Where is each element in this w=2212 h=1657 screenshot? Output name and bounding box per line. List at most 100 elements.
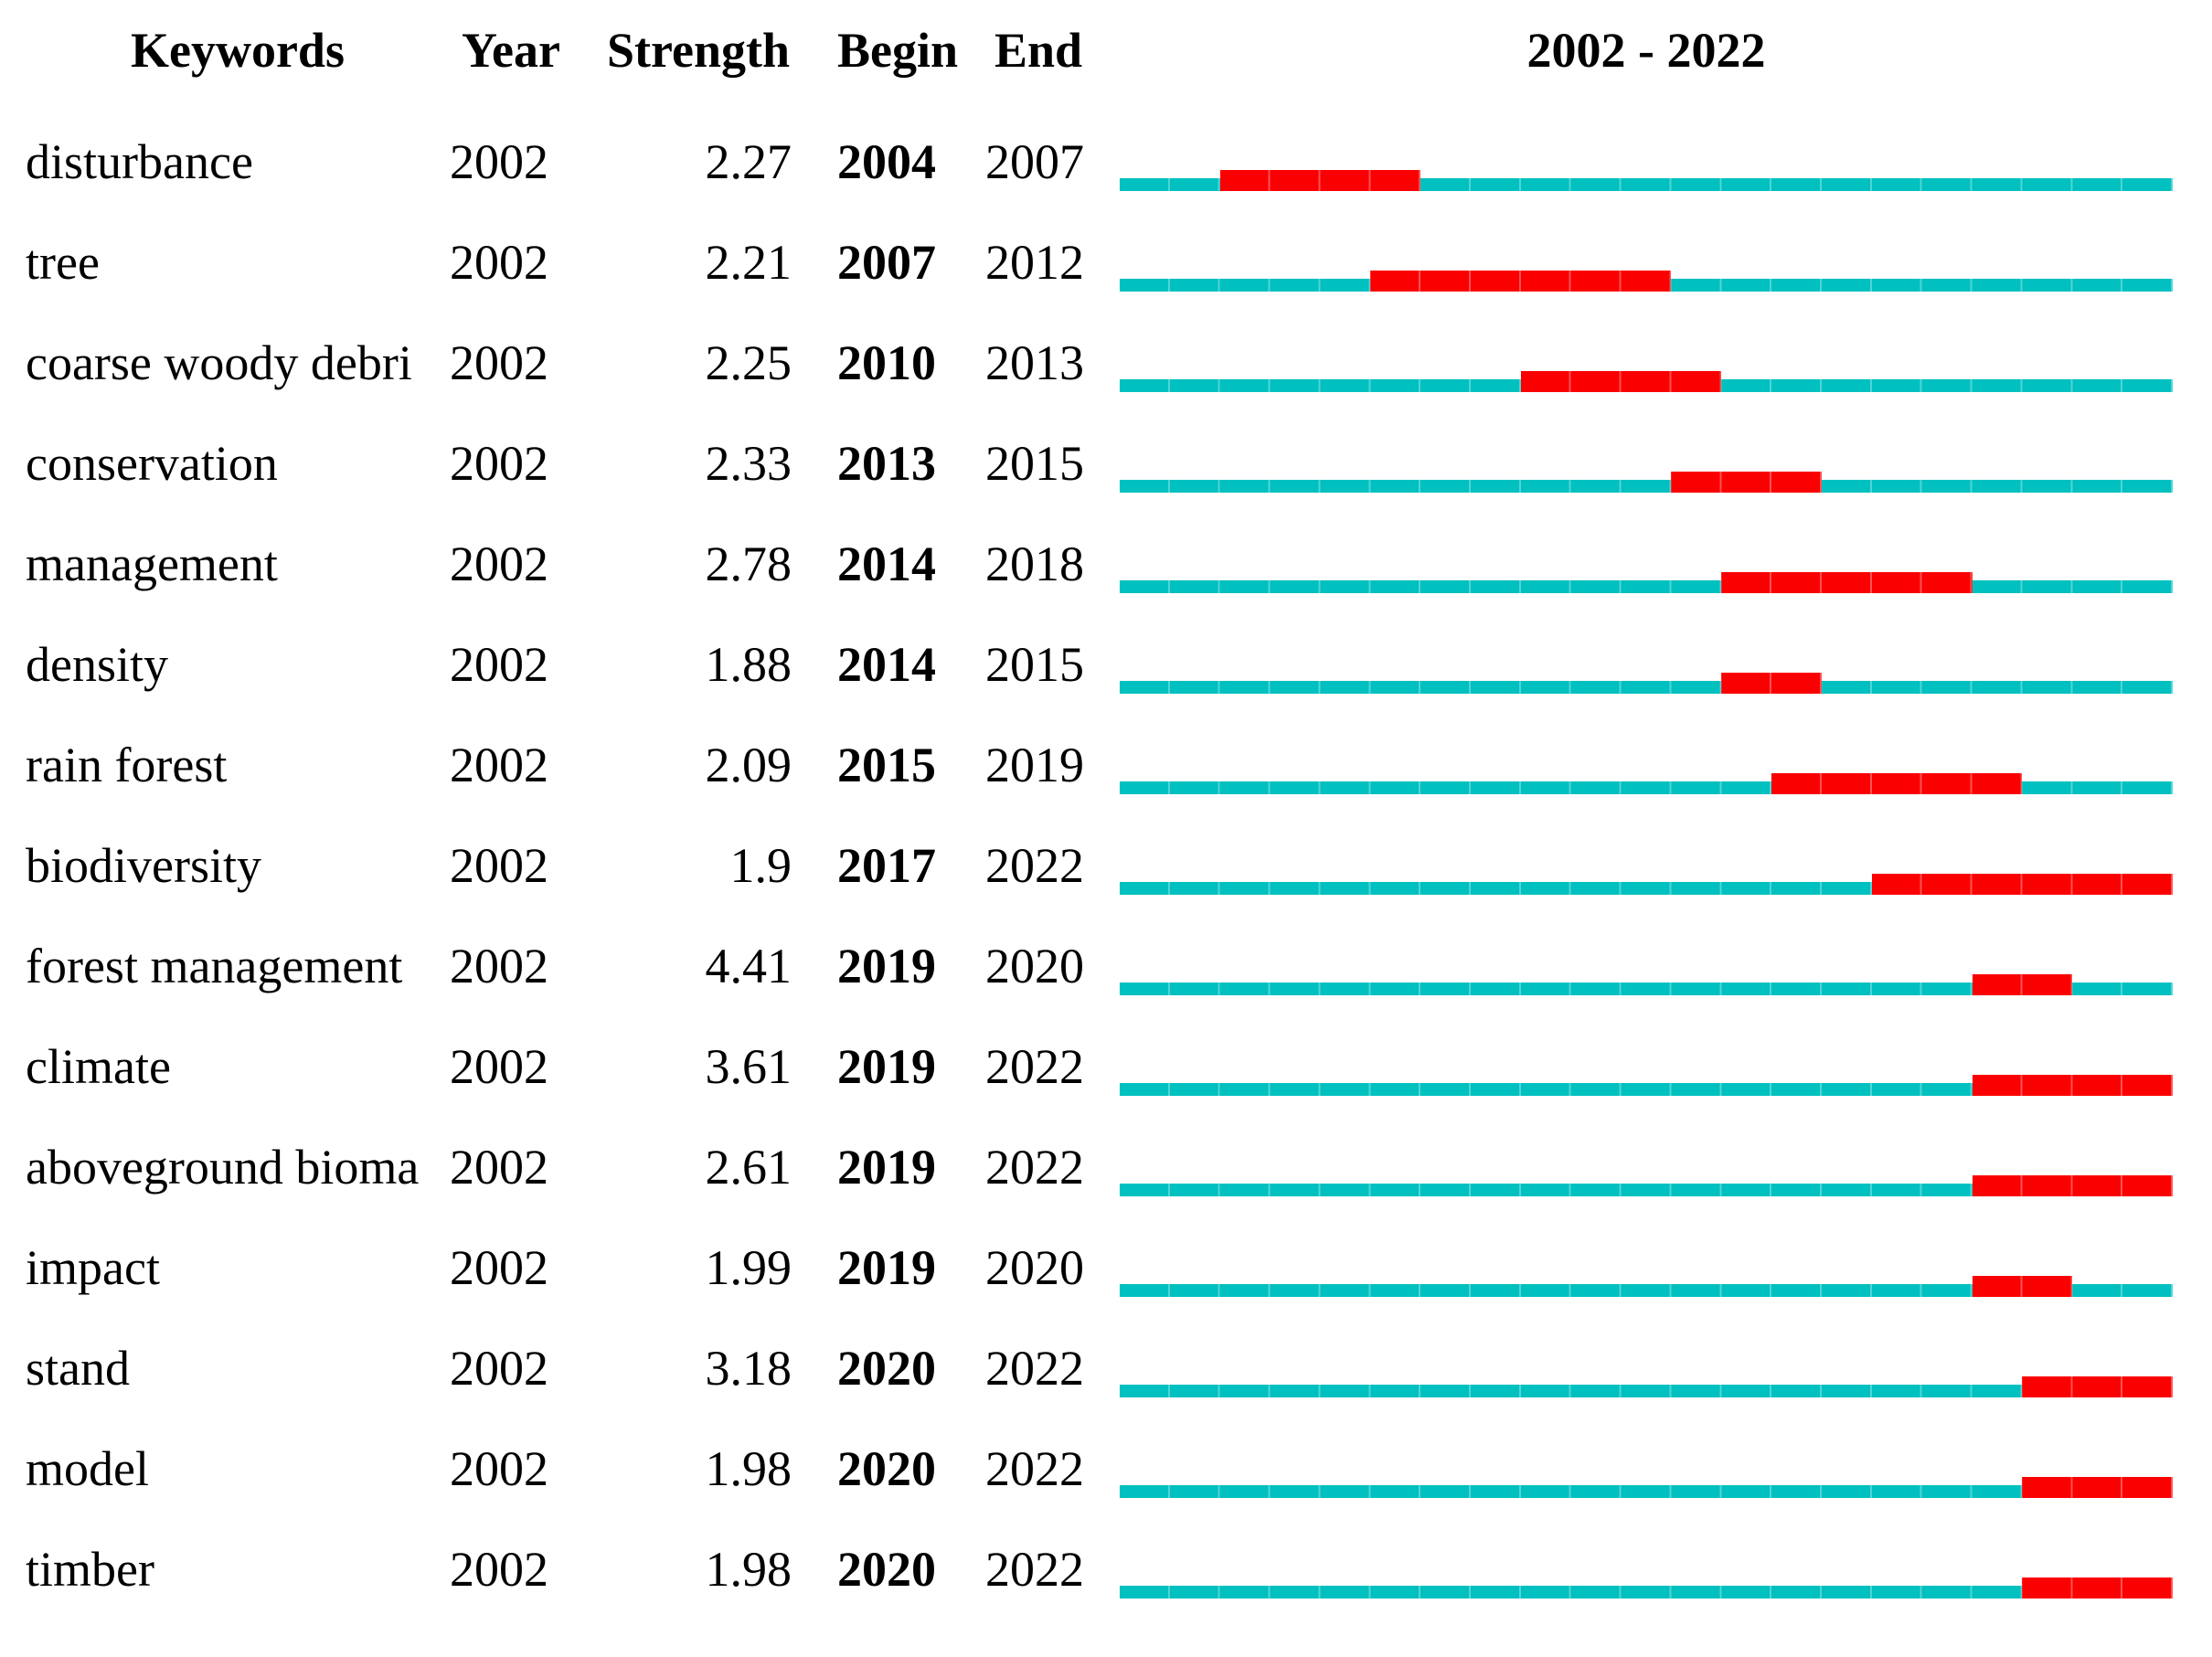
table-row: timber 2002 1.98 2020 2022 (0, 1519, 2212, 1620)
timeline-track (1120, 1577, 2173, 1599)
timeline-track (1120, 1376, 2173, 1398)
year-cell: 2002 (450, 1140, 548, 1195)
col-header-keywords: Keywords (131, 23, 345, 78)
timeline-cell (1091, 1339, 2212, 1398)
timeline-track (1120, 973, 2173, 996)
year-cell: 2002 (450, 1341, 548, 1396)
end-cell: 2022 (985, 1441, 1084, 1496)
year-cell: 2002 (450, 536, 548, 591)
table-row: forest management 2002 4.41 2019 2020 (0, 916, 2212, 1016)
table-row: rain forest 2002 2.09 2015 2019 (0, 715, 2212, 815)
begin-cell: 2014 (837, 536, 936, 591)
begin-cell: 2013 (837, 436, 936, 491)
year-cell: 2002 (450, 1542, 548, 1597)
burst-bar (1671, 471, 1822, 493)
begin-cell: 2019 (837, 1240, 936, 1295)
timeline-track (1120, 1275, 2173, 1298)
timeline-track (1120, 1074, 2173, 1097)
burst-bar (2022, 1577, 2173, 1599)
end-cell: 2020 (985, 939, 1084, 993)
keyword-cell: conservation (26, 436, 278, 491)
begin-cell: 2019 (837, 1140, 936, 1195)
strength-cell: 2.78 (705, 536, 792, 591)
timeline-track (1120, 1174, 2173, 1197)
timeline-cell (1091, 1238, 2212, 1298)
col-header-period: 2002 - 2022 (1526, 23, 1766, 78)
col-header-year: Year (462, 23, 560, 78)
keyword-cell: density (26, 637, 168, 692)
timeline-base-bar (1120, 1183, 2173, 1196)
keyword-cell: tree (26, 235, 100, 290)
timeline-cell (1091, 635, 2212, 695)
table-row: climate 2002 3.61 2019 2022 (0, 1016, 2212, 1117)
burst-bar (1520, 370, 1722, 392)
timeline-cell (1091, 334, 2212, 393)
keyword-cell: rain forest (26, 738, 228, 792)
col-header-end: End (994, 23, 1083, 78)
timeline-track (1120, 772, 2173, 795)
table-row: coarse woody debri 2002 2.25 2010 2013 (0, 313, 2212, 413)
strength-cell: 2.33 (705, 436, 792, 491)
begin-cell: 2010 (837, 335, 936, 390)
timeline-cell (1091, 937, 2212, 996)
table-header: Keywords Year Strength Begin End 2002 - … (0, 16, 2212, 84)
col-header-strength: Strength (606, 23, 791, 78)
begin-cell: 2020 (837, 1441, 936, 1496)
timeline-track (1120, 169, 2173, 192)
strength-cell: 2.21 (705, 235, 792, 290)
timeline-base-bar (1120, 1585, 2173, 1599)
begin-cell: 2015 (837, 738, 936, 792)
end-cell: 2022 (985, 1039, 1084, 1094)
table-row: disturbance 2002 2.27 2004 2007 (0, 112, 2212, 212)
burst-bar (1972, 1174, 2173, 1196)
strength-cell: 1.98 (705, 1542, 792, 1597)
timeline-cell (1091, 535, 2212, 594)
keyword-cell: impact (26, 1240, 160, 1295)
timeline-cell (1091, 1439, 2212, 1499)
timeline-track (1120, 1476, 2173, 1499)
table-row: density 2002 1.88 2014 2015 (0, 614, 2212, 715)
keyword-cell: management (26, 536, 278, 591)
begin-cell: 2019 (837, 939, 936, 993)
table-row: impact 2002 1.99 2019 2020 (0, 1217, 2212, 1318)
year-cell: 2002 (450, 1039, 548, 1094)
table-row: aboveground bioma 2002 2.61 2019 2022 (0, 1117, 2212, 1217)
begin-cell: 2004 (837, 134, 936, 189)
keyword-cell: stand (26, 1341, 130, 1396)
timeline-cell (1091, 836, 2212, 896)
keyword-cell: disturbance (26, 134, 253, 189)
timeline-track (1120, 370, 2173, 393)
end-cell: 2013 (985, 335, 1084, 390)
burst-bar (2022, 1476, 2173, 1498)
table-row: tree 2002 2.21 2007 2012 (0, 212, 2212, 313)
year-cell: 2002 (450, 1240, 548, 1295)
timeline-track (1120, 270, 2173, 292)
year-cell: 2002 (450, 134, 548, 189)
timeline-base-bar (1120, 579, 2173, 593)
keyword-cell: timber (26, 1542, 154, 1597)
timeline-cell (1091, 1138, 2212, 1197)
strength-cell: 1.88 (705, 637, 792, 692)
timeline-base-bar (1120, 1082, 2173, 1096)
year-cell: 2002 (450, 1441, 548, 1496)
end-cell: 2022 (985, 1140, 1084, 1195)
end-cell: 2018 (985, 536, 1084, 591)
year-cell: 2002 (450, 235, 548, 290)
begin-cell: 2019 (837, 1039, 936, 1094)
timeline-cell (1091, 1540, 2212, 1599)
timeline-cell (1091, 133, 2212, 192)
end-cell: 2022 (985, 1542, 1084, 1597)
year-cell: 2002 (450, 838, 548, 893)
timeline-base-bar (1120, 479, 2173, 493)
end-cell: 2007 (985, 134, 1084, 189)
table-row: management 2002 2.78 2014 2018 (0, 514, 2212, 614)
keyword-cell: coarse woody debri (26, 335, 412, 390)
strength-cell: 4.41 (705, 939, 792, 993)
burst-bar (1972, 1275, 2073, 1297)
keyword-cell: model (26, 1441, 149, 1496)
strength-cell: 3.18 (705, 1341, 792, 1396)
end-cell: 2012 (985, 235, 1084, 290)
table-body: disturbance 2002 2.27 2004 2007 tree 200… (0, 112, 2212, 1620)
timeline-cell (1091, 1037, 2212, 1097)
